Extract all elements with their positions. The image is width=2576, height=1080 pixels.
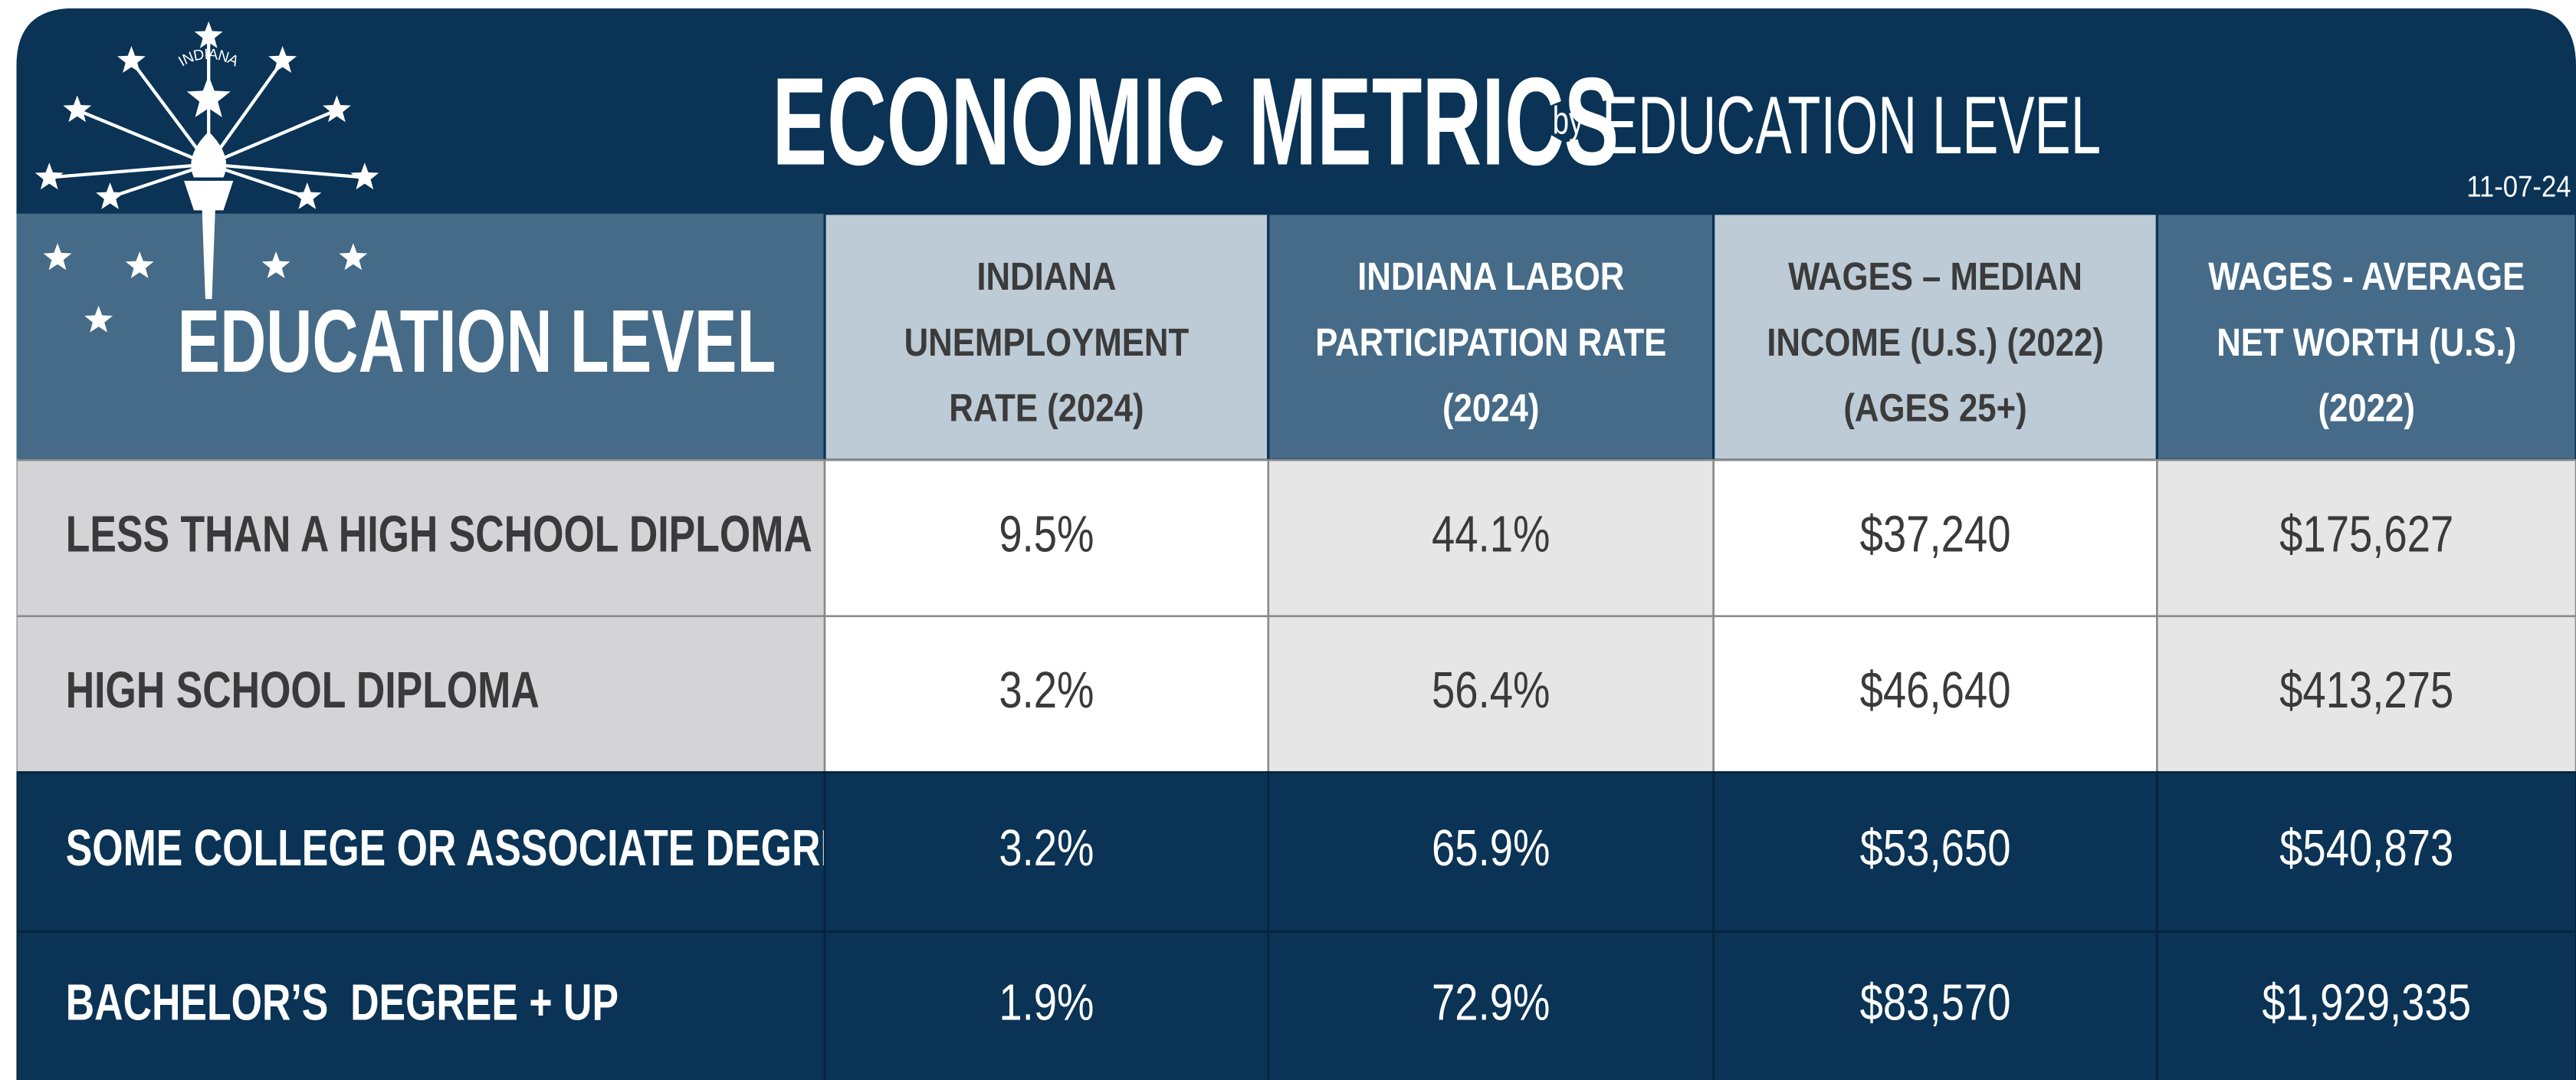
card: INDIANA UNEMPLOYMENT RATE (2024) INDIANA LA… bbox=[16, 8, 2576, 1080]
table-cell bbox=[823, 931, 1270, 1080]
table-cell bbox=[1267, 615, 1715, 773]
column-header: INDIANA bbox=[976, 255, 1116, 299]
table-cell bbox=[2156, 771, 2576, 933]
column-header: WAGES – MEDIAN bbox=[1788, 255, 2082, 299]
table-cell bbox=[823, 771, 1270, 933]
logo-star bbox=[63, 95, 92, 123]
table-cell bbox=[1712, 771, 2158, 933]
cell-value: $175,627 bbox=[2279, 505, 2453, 562]
column-header: (2024) bbox=[1442, 386, 1539, 430]
table-cell bbox=[2156, 931, 2576, 1080]
logo-ray bbox=[208, 108, 338, 166]
column-header: UNEMPLOYMENT bbox=[904, 321, 1190, 365]
table-cell bbox=[1267, 458, 1715, 618]
cell-value: 3.2% bbox=[999, 661, 1094, 718]
cell-value: $413,275 bbox=[2279, 661, 2453, 718]
row-label: SOME COLLEGE OR ASSOCIATE DEGREE bbox=[66, 819, 874, 877]
column-header-cell bbox=[1712, 212, 2159, 461]
column-header: PARTICIPATION RATE bbox=[1315, 321, 1666, 365]
logo-star bbox=[125, 251, 154, 278]
logo-star bbox=[117, 46, 146, 73]
cell-value: 9.5% bbox=[999, 505, 1094, 562]
row-label: BACHELOR’S DEGREE + UP bbox=[66, 973, 619, 1031]
logo-ray bbox=[130, 60, 210, 166]
logo-star bbox=[293, 182, 322, 209]
logo-star bbox=[339, 243, 368, 271]
logo-star bbox=[84, 305, 113, 333]
cell-value: 56.4% bbox=[1432, 661, 1550, 718]
logo-star bbox=[43, 243, 72, 271]
cell-value: $83,570 bbox=[1860, 973, 2011, 1030]
table-cell bbox=[1267, 931, 1715, 1080]
cell-value: $1,929,335 bbox=[2262, 973, 2471, 1030]
logo-star bbox=[194, 21, 223, 48]
logo-flame bbox=[191, 131, 227, 178]
logo-star bbox=[268, 46, 297, 73]
logo-ray bbox=[76, 108, 210, 166]
table-cell bbox=[823, 615, 1270, 773]
cell-value: 1.9% bbox=[999, 973, 1094, 1030]
column-header: RATE (2024) bbox=[949, 386, 1144, 430]
row-label: HIGH SCHOOL DIPLOMA bbox=[66, 661, 540, 719]
table-cell bbox=[2156, 458, 2576, 618]
table-cell bbox=[1712, 458, 2158, 618]
logo-ray bbox=[49, 162, 209, 179]
column-header: INCOME (U.S.) (2022) bbox=[1767, 321, 2104, 365]
table-cell bbox=[16, 458, 826, 618]
cell-value: $37,240 bbox=[1860, 505, 2011, 562]
cell-value: $53,650 bbox=[1860, 819, 2011, 876]
title: ECONOMIC METRICS bbox=[772, 52, 1619, 192]
logo-star bbox=[261, 251, 290, 278]
table-cell bbox=[1712, 931, 2158, 1080]
column-header: (AGES 25+) bbox=[1843, 386, 2026, 430]
column-header: (2022) bbox=[2318, 386, 2415, 430]
cell-value: $46,640 bbox=[1860, 661, 2011, 718]
column-header: NET WORTH (U.S.) bbox=[2217, 321, 2516, 365]
date: 11-07-24 bbox=[2466, 170, 2571, 203]
table-cell bbox=[2156, 615, 2576, 773]
cell-value: $540,873 bbox=[2279, 819, 2453, 876]
logo-star bbox=[34, 162, 64, 190]
corner-cell bbox=[16, 213, 825, 461]
cell-value: 44.1% bbox=[1432, 505, 1550, 562]
column-header: INDIANA LABOR bbox=[1357, 255, 1624, 299]
cell-value: 72.9% bbox=[1432, 973, 1550, 1030]
logo-star bbox=[350, 162, 379, 190]
cell-value: 3.2% bbox=[999, 819, 1094, 876]
logo-star bbox=[322, 95, 351, 123]
table-cell bbox=[16, 615, 826, 773]
table-corner: EDUCATION LEVEL bbox=[177, 293, 776, 392]
cell-value: 65.9% bbox=[1432, 819, 1550, 876]
subtitle: EDUCATION LEVEL bbox=[1602, 80, 2101, 171]
logo-star bbox=[96, 182, 125, 209]
table-cell bbox=[16, 931, 826, 1080]
logo-torch bbox=[184, 180, 234, 300]
logo-ray bbox=[208, 162, 366, 179]
column-header: WAGES - AVERAGE bbox=[2208, 255, 2525, 299]
logo-star bbox=[186, 75, 231, 117]
row-label: LESS THAN A HIGH SCHOOL DIPLOMA bbox=[66, 505, 812, 563]
title-connector: by bbox=[1553, 98, 1584, 143]
